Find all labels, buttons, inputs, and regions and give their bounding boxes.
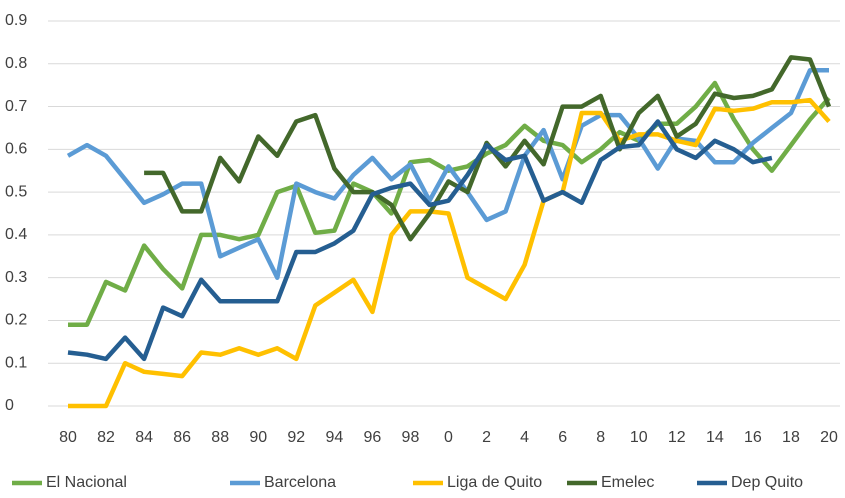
legend-label: Liga de Quito	[447, 474, 542, 491]
y-tick-label: 0.7	[5, 98, 27, 115]
x-tick-label: 90	[249, 429, 267, 446]
legend-label: Dep Quito	[731, 474, 803, 491]
y-tick-label: 0	[5, 397, 14, 414]
x-tick-label: 8	[596, 429, 605, 446]
x-tick-label: 4	[520, 429, 529, 446]
y-tick-label: 0.3	[5, 269, 27, 286]
x-tick-label: 94	[325, 429, 343, 446]
x-tick-label: 16	[744, 429, 762, 446]
x-tick-label: 20	[820, 429, 838, 446]
x-tick-label: 12	[668, 429, 686, 446]
x-tick-label: 14	[706, 429, 724, 446]
legend-label: Emelec	[601, 474, 654, 491]
x-tick-label: 2	[482, 429, 491, 446]
x-tick-label: 96	[364, 429, 382, 446]
x-tick-label: 84	[135, 429, 153, 446]
y-tick-label: 0.1	[5, 354, 27, 371]
y-tick-label: 0.5	[5, 183, 27, 200]
legend-label: Barcelona	[264, 474, 336, 491]
x-tick-label: 80	[59, 429, 77, 446]
x-tick-label: 98	[402, 429, 420, 446]
series-line	[68, 97, 831, 409]
x-tick-label: 0	[444, 429, 453, 446]
x-tick-label: 6	[558, 429, 567, 446]
y-tick-label: 0.6	[5, 141, 27, 158]
x-tick-label: 86	[173, 429, 191, 446]
y-tick-label: 0.4	[5, 226, 27, 243]
series-line	[67, 119, 773, 362]
series-line	[68, 80, 831, 327]
x-tick-label: 18	[782, 429, 800, 446]
x-tick-label: 88	[211, 429, 229, 446]
x-tick-label: 92	[287, 429, 305, 446]
legend-label: El Nacional	[46, 474, 127, 491]
series-line	[66, 67, 829, 280]
y-tick-label: 0.9	[5, 12, 27, 29]
x-tick-label: 82	[97, 429, 115, 446]
y-tick-label: 0.8	[5, 55, 27, 72]
y-tick-label: 0.2	[5, 312, 27, 329]
x-tick-label: 10	[630, 429, 648, 446]
